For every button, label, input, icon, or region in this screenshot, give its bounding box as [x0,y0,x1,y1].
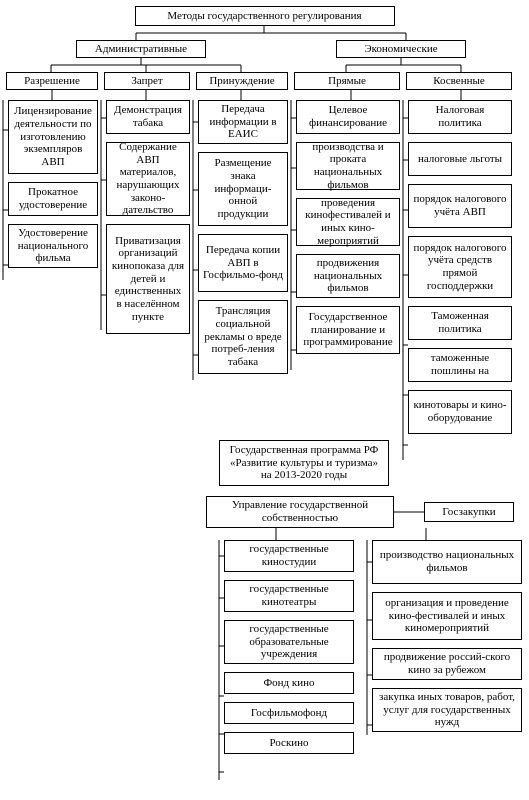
property-item: Госфильмофонд [224,702,354,724]
direct-item: Целевое финансирование [296,100,400,134]
econ-node: Экономические [336,40,466,58]
goszakupki-item: производство национальных фильмов [372,540,522,584]
ban-item: Приватизация организаций кинопоказа для … [106,224,190,334]
connector-bottom [6,528,523,540]
gov-program-node: Государственная программа РФ «Развитие к… [219,440,389,486]
connector-l2 [6,58,523,72]
spine-force [188,100,198,410]
ban-item: Демонстрация табака [106,100,190,134]
goszakupki-item: закупка иных товаров, работ, услуг для г… [372,688,522,732]
root-node: Методы государственного регулирования [135,6,395,26]
permit-item: Прокатное удостоверение [8,182,98,216]
indirect-item: кинотовары и кино-оборудование [408,390,512,434]
property-item: государственные кинотеатры [224,580,354,612]
force-item: Трансляция социальной рекламы о вреде по… [198,300,288,374]
force-node: Принуждение [196,72,288,90]
spine-ban [96,100,106,400]
admin-node: Административные [76,40,206,58]
spine-permit [0,100,8,310]
direct-item: проведения кинофестивалей и иных кино-ме… [296,198,400,246]
permit-item: Лицензирование деятельности по изготовле… [8,100,98,174]
spine-indirect [398,100,408,490]
goszakupki-item: продвижение россий-ского кино за рубежом [372,648,522,680]
permit-item: Удостоверение национального фильма [8,224,98,268]
indirect-node: Косвенные [406,72,512,90]
force-item: Передача информации в ЕАИС [198,100,288,144]
direct-item: производства и проката национальных филь… [296,142,400,190]
indirect-item: Налоговая политика [408,100,512,134]
connector-l3 [6,90,523,100]
direct-item: Государственное планирование и программи… [296,306,400,354]
permit-node: Разрешение [6,72,98,90]
indirect-item: Таможенная политика [408,306,512,340]
force-item: Размещение знака информаци-онной продукц… [198,152,288,226]
gov-property-node: Управление государственной собственность… [206,496,394,528]
connector-root [6,26,523,40]
property-item: Фонд кино [224,672,354,694]
ban-node: Запрет [104,72,190,90]
ban-item: Содержание АВП материалов, нарушающих за… [106,142,190,216]
indirect-item: порядок налогового учёта АВП [408,184,512,228]
indirect-item: налоговые льготы [408,142,512,176]
goszakupki-item: организация и проведение кино-фестивалей… [372,592,522,640]
spine-gz [362,540,372,760]
indirect-item: порядок налогового учёта средств прямой … [408,236,512,298]
property-item: государственные образовательные учрежден… [224,620,354,664]
indirect-item: таможенные пошлины на [408,348,512,382]
spine-property [214,540,224,800]
property-item: Роскино [224,732,354,754]
property-item: государственные киностудии [224,540,354,572]
force-item: Передача копии АВП в Госфильмо-фонд [198,234,288,292]
direct-item: продвижения национальных фильмов [296,254,400,298]
spine-direct [286,100,296,410]
connector-gz [394,502,424,522]
direct-node: Прямые [294,72,400,90]
goszakupki-node: Госзакупки [424,502,514,522]
